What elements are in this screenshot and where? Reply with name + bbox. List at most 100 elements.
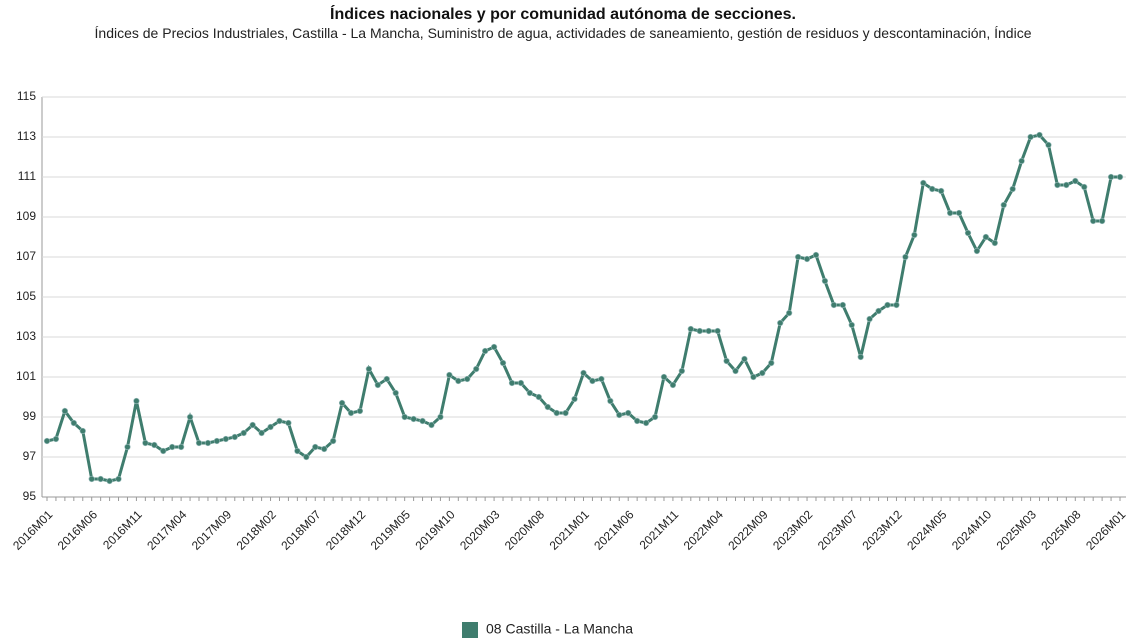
point <box>947 209 954 217</box>
point <box>276 417 283 425</box>
point <box>955 209 963 217</box>
legend-label: 08 Castilla - La Mancha <box>486 621 633 637</box>
point <box>803 255 811 263</box>
point <box>356 407 364 415</box>
point <box>294 447 301 455</box>
point <box>321 445 328 453</box>
point <box>419 417 426 425</box>
point <box>812 251 820 259</box>
point <box>1063 181 1070 189</box>
point <box>204 439 212 447</box>
point <box>625 409 632 417</box>
point <box>866 315 873 323</box>
point <box>875 307 882 315</box>
point <box>1018 157 1025 165</box>
point <box>553 409 560 417</box>
point <box>231 433 238 441</box>
point <box>982 233 989 241</box>
point <box>669 381 677 389</box>
point <box>88 475 95 483</box>
point <box>106 477 113 485</box>
point <box>249 421 256 429</box>
point <box>616 411 623 419</box>
point <box>517 379 525 387</box>
point <box>133 397 140 405</box>
point <box>428 421 435 429</box>
point <box>741 355 748 363</box>
point <box>848 321 855 329</box>
point <box>1045 141 1052 149</box>
point <box>178 443 185 451</box>
y-tick-label: 113 <box>17 129 36 143</box>
x-tick-label: 2016M11 <box>100 507 145 552</box>
point <box>1009 185 1016 193</box>
x-tick-label: 2016M01 <box>10 507 56 553</box>
x-tick-label: 2023M12 <box>860 507 906 553</box>
point <box>830 301 837 309</box>
x-tick-label: 2021M11 <box>637 507 682 552</box>
point <box>365 365 373 373</box>
point <box>786 309 793 317</box>
point <box>535 393 542 401</box>
point <box>526 389 533 397</box>
point <box>1054 181 1061 189</box>
point <box>1116 173 1124 181</box>
chart-title: Índices nacionales y por comunidad autón… <box>330 6 796 23</box>
point <box>696 327 703 335</box>
legend-swatch <box>462 622 478 638</box>
point <box>920 179 927 187</box>
point <box>723 357 730 365</box>
point <box>124 443 131 451</box>
point <box>455 377 462 385</box>
x-tick-label: 2024M05 <box>904 507 950 553</box>
point <box>1107 173 1115 181</box>
point <box>1072 177 1079 185</box>
point <box>991 239 998 247</box>
point <box>142 439 149 447</box>
point <box>911 231 918 239</box>
point <box>446 371 453 379</box>
point <box>482 347 489 355</box>
point <box>383 375 390 383</box>
point <box>1000 201 1007 209</box>
point <box>473 365 480 373</box>
point <box>678 367 685 375</box>
point <box>213 437 220 445</box>
point <box>821 277 829 285</box>
point <box>392 389 399 397</box>
x-tick-label: 2023M07 <box>815 507 861 553</box>
point <box>222 435 229 443</box>
y-tick-label: 99 <box>23 409 37 423</box>
point <box>508 379 516 387</box>
point <box>884 301 891 309</box>
point <box>750 373 757 381</box>
point <box>714 327 721 335</box>
x-tick-label: 2022M09 <box>725 507 771 553</box>
point <box>794 253 802 261</box>
point <box>186 413 194 421</box>
point <box>97 475 104 483</box>
point <box>902 253 909 261</box>
point <box>705 327 712 335</box>
point <box>1036 131 1043 139</box>
y-tick-label: 103 <box>16 329 36 343</box>
point <box>61 407 68 415</box>
x-tick-label: 2022M04 <box>681 507 727 553</box>
point <box>607 397 614 405</box>
point <box>759 369 766 377</box>
point <box>589 377 596 385</box>
point <box>642 419 650 427</box>
x-tick-label: 2016M06 <box>55 507 101 553</box>
point <box>893 301 900 309</box>
point <box>544 403 551 411</box>
chart-subtitle: Índices de Precios Industriales, Castill… <box>94 25 1032 41</box>
point <box>1027 133 1034 141</box>
y-tick-label: 115 <box>17 89 36 103</box>
y-tick-label: 107 <box>16 249 36 263</box>
point <box>499 359 507 367</box>
point <box>258 429 265 437</box>
y-tick-label: 109 <box>16 209 36 223</box>
x-tick-label: 2021M06 <box>591 507 637 553</box>
